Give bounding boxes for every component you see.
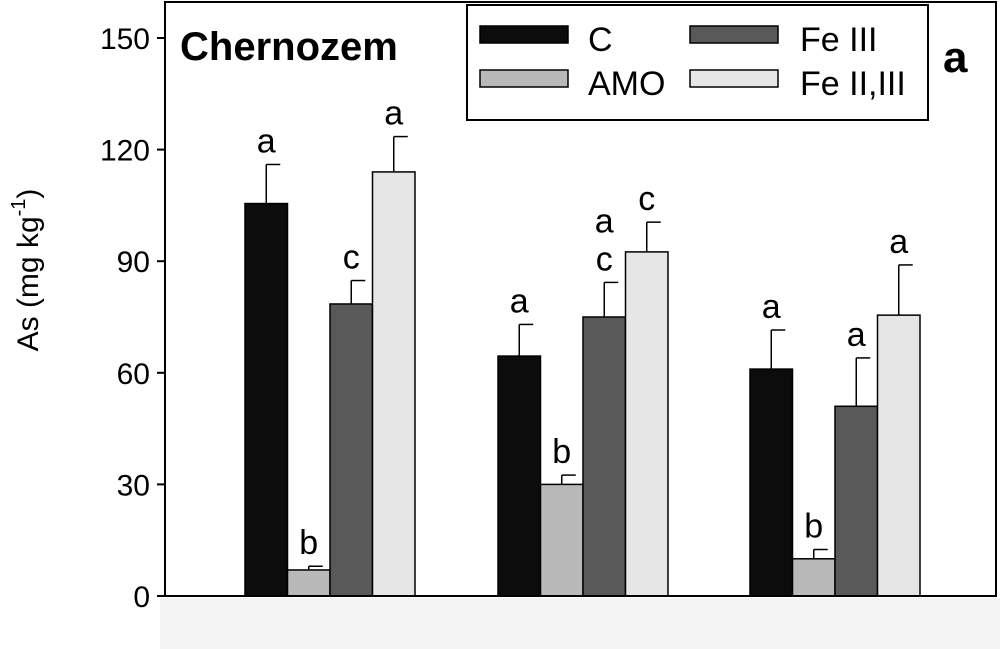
y-axis-title-close: ) (12, 189, 45, 199)
significance-label: b (299, 524, 318, 562)
y-axis-title: As (mg kg-1) (8, 189, 45, 352)
significance-label: a (595, 202, 614, 240)
significance-label: b (552, 433, 571, 471)
legend-label: Fe III (800, 21, 877, 59)
bar (582, 316, 627, 597)
plot-bottom-band (160, 598, 1000, 649)
bar (624, 251, 669, 597)
bar (286, 569, 331, 597)
y-tick-label: 30 (117, 469, 150, 502)
significance-label: a (384, 95, 403, 133)
bar (497, 355, 542, 597)
bar (749, 368, 794, 597)
bar (371, 171, 416, 597)
y-tick-label: 90 (117, 246, 150, 279)
bar (244, 202, 289, 597)
significance-label: a (762, 288, 781, 326)
legend-swatch (479, 25, 569, 44)
y-tick-label: 60 (117, 358, 150, 391)
legend-swatch (479, 69, 569, 88)
y-tick-label: 0 (133, 581, 150, 614)
plot-frame (164, 1, 997, 597)
legend-label: AMO (588, 65, 665, 103)
legend: C AMO Fe III Fe II,III (466, 4, 929, 121)
significance-label: a (257, 122, 276, 160)
legend-swatch (689, 69, 779, 88)
significance-label: b (804, 508, 823, 546)
bar (834, 405, 879, 597)
legend-label: Fe II,III (800, 65, 906, 103)
bar (876, 314, 921, 597)
significance-label: c (638, 180, 655, 218)
y-axis-title-main: As (mg kg (12, 216, 45, 351)
panel-label: a (943, 33, 968, 82)
error-bars-layer (265, 135, 913, 570)
significance-label: a (889, 223, 908, 261)
legend-label: C (588, 21, 613, 59)
legend-items: C AMO Fe III Fe II,III (479, 21, 906, 103)
y-axis: 0 30 60 90 120 150 (100, 23, 165, 614)
legend-box (466, 4, 929, 121)
chart-title: Chernozem (180, 25, 398, 69)
bar (791, 558, 836, 597)
significance-label: a (847, 316, 866, 354)
legend-swatch (689, 25, 779, 44)
y-axis-title-sup: -1 (8, 199, 30, 217)
significance-label: c (343, 239, 360, 277)
y-tick-label: 120 (100, 135, 150, 168)
significance-label: c (596, 240, 613, 278)
y-tick-label: 150 (100, 23, 150, 56)
bar (539, 483, 584, 597)
bar (329, 303, 374, 597)
significance-label: a (510, 282, 529, 320)
